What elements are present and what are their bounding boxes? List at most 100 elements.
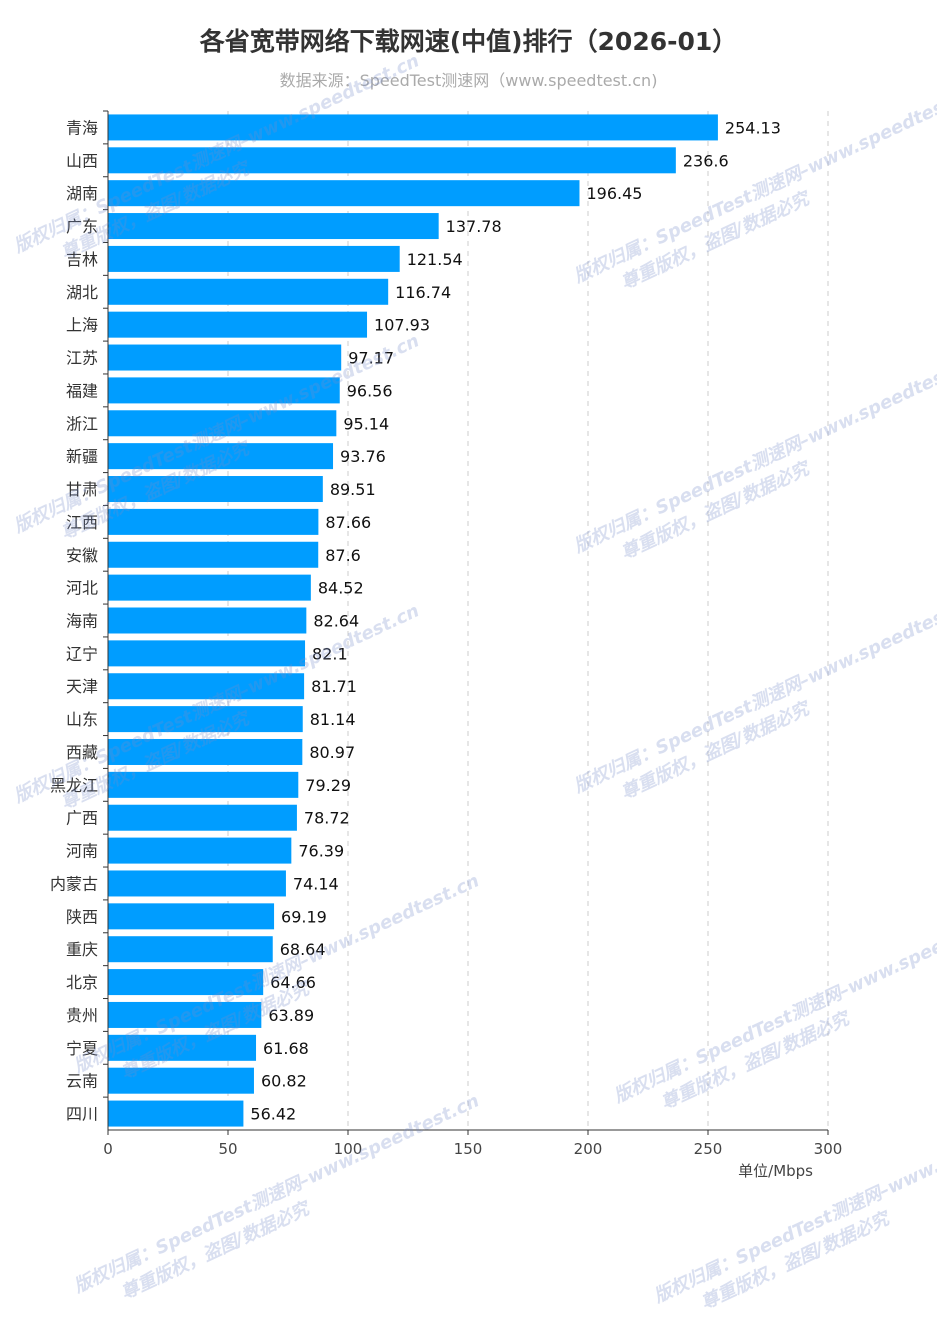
bar xyxy=(108,147,676,174)
bar xyxy=(108,377,340,404)
data-label: 121.54 xyxy=(407,250,463,269)
y-tick-label: 广东 xyxy=(66,217,98,236)
data-label: 87.66 xyxy=(325,513,371,532)
bar xyxy=(108,1034,257,1061)
y-tick-label: 黑龙江 xyxy=(50,776,98,795)
data-label: 76.39 xyxy=(298,842,344,861)
data-label: 78.72 xyxy=(304,809,350,828)
bar-chart: 0 50 100 150 200 250 300 青海 254.13 山西 236.6 湖南 196.4… xyxy=(50,110,843,1180)
y-tick-label: 山西 xyxy=(66,151,98,170)
y-tick-label: 天津 xyxy=(66,677,98,696)
data-label: 93.76 xyxy=(340,447,386,466)
bar xyxy=(108,771,299,798)
bar xyxy=(108,870,286,897)
x-tick-label: 300 xyxy=(814,1140,843,1158)
data-label: 82.1 xyxy=(312,644,348,663)
y-tick-label: 安徽 xyxy=(66,546,98,565)
data-label: 84.52 xyxy=(318,579,364,598)
y-tick-label: 湖北 xyxy=(66,283,98,302)
y-tick-label: 云南 xyxy=(66,1072,98,1091)
y-tick-label: 新疆 xyxy=(66,447,98,466)
y-tick-label: 海南 xyxy=(66,612,98,631)
x-tick-label: 0 xyxy=(103,1140,113,1158)
bar xyxy=(108,180,580,207)
data-label: 56.42 xyxy=(250,1105,296,1124)
y-tick-label: 甘肃 xyxy=(66,480,98,499)
data-label: 63.89 xyxy=(268,1006,314,1025)
bar xyxy=(108,114,718,141)
y-tick-label: 吉林 xyxy=(66,250,98,269)
data-label: 196.45 xyxy=(586,184,642,203)
data-label: 61.68 xyxy=(263,1039,309,1058)
bar xyxy=(108,443,334,470)
y-tick-label: 湖南 xyxy=(66,184,98,203)
bar xyxy=(108,311,368,338)
y-tick-label: 河北 xyxy=(66,579,98,598)
data-label: 81.71 xyxy=(311,677,357,696)
bar xyxy=(108,936,273,963)
y-tick-label: 山东 xyxy=(66,710,98,729)
data-label: 74.14 xyxy=(293,874,339,893)
data-label: 254.13 xyxy=(725,118,781,137)
y-tick-label: 重庆 xyxy=(66,940,98,959)
data-label: 68.64 xyxy=(280,940,326,959)
bar xyxy=(108,508,319,535)
data-label: 64.66 xyxy=(270,973,316,992)
y-tick-label: 广西 xyxy=(66,809,98,828)
data-label: 95.14 xyxy=(343,414,389,433)
bar xyxy=(108,640,306,667)
bar xyxy=(108,804,297,831)
data-label: 107.93 xyxy=(374,316,430,335)
y-tick-label: 贵州 xyxy=(66,1006,98,1025)
x-tick-label: 100 xyxy=(334,1140,363,1158)
y-tick-label: 江西 xyxy=(66,513,98,532)
data-label: 236.6 xyxy=(683,151,729,170)
data-label: 80.97 xyxy=(309,743,355,762)
bar xyxy=(108,476,323,503)
y-tick-label: 河南 xyxy=(66,842,98,861)
bar xyxy=(108,245,400,272)
y-tick-label: 宁夏 xyxy=(66,1039,98,1058)
y-tick-label: 四川 xyxy=(66,1105,98,1124)
data-label: 79.29 xyxy=(305,776,351,795)
x-tick-label: 150 xyxy=(454,1140,483,1158)
bar xyxy=(108,673,305,700)
bar xyxy=(108,574,311,601)
data-label: 137.78 xyxy=(446,217,502,236)
bar xyxy=(108,969,264,996)
x-tick-label: 200 xyxy=(574,1140,603,1158)
bar xyxy=(108,1001,262,1028)
bar xyxy=(108,213,439,240)
bar xyxy=(108,410,337,437)
y-tick-label: 浙江 xyxy=(66,414,98,433)
chart-subtitle: 数据来源：SpeedTest测速网（www.speedtest.cn) xyxy=(279,71,658,90)
bar xyxy=(108,903,275,930)
bar xyxy=(108,706,303,733)
y-tick-label: 陕西 xyxy=(66,907,98,926)
y-tick-label: 上海 xyxy=(66,316,98,335)
data-label: 81.14 xyxy=(310,710,356,729)
data-label: 69.19 xyxy=(281,907,327,926)
bar xyxy=(108,278,389,305)
y-tick-label: 内蒙古 xyxy=(50,874,98,893)
y-tick-label: 北京 xyxy=(66,973,98,992)
data-label: 116.74 xyxy=(395,283,451,302)
bar xyxy=(108,1100,244,1127)
y-tick-label: 江苏 xyxy=(66,349,98,368)
y-tick-label: 辽宁 xyxy=(66,644,98,663)
data-label: 89.51 xyxy=(330,480,376,499)
data-label: 87.6 xyxy=(325,546,361,565)
x-tick-label: 250 xyxy=(694,1140,723,1158)
data-label: 82.64 xyxy=(313,612,359,631)
chart-title: 各省宽带网络下载网速(中值)排行（2026-01） xyxy=(199,27,738,56)
y-tick-label: 福建 xyxy=(66,381,98,400)
data-label: 96.56 xyxy=(347,381,393,400)
y-tick-label: 青海 xyxy=(66,118,98,137)
x-axis-label: 单位/Mbps xyxy=(738,1162,813,1180)
bar xyxy=(108,738,303,765)
y-tick-label: 西藏 xyxy=(66,743,98,762)
data-label: 60.82 xyxy=(261,1072,307,1091)
bar xyxy=(108,837,292,864)
bar xyxy=(108,344,342,371)
bar xyxy=(108,607,307,634)
